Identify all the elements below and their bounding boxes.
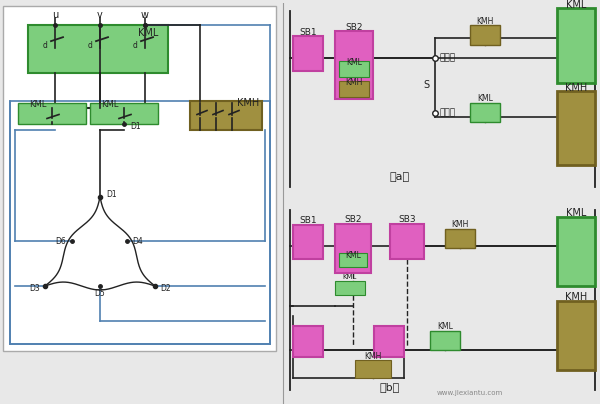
Text: SB1: SB1 xyxy=(299,28,317,37)
Text: D1: D1 xyxy=(130,122,140,131)
Text: SB2: SB2 xyxy=(345,23,363,32)
Text: KML: KML xyxy=(477,94,493,103)
Bar xyxy=(335,281,365,295)
Text: （b）: （b） xyxy=(380,382,400,392)
Bar xyxy=(10,101,270,343)
Bar xyxy=(90,103,158,124)
Bar xyxy=(293,36,323,71)
Text: KML: KML xyxy=(345,251,361,260)
Bar xyxy=(355,360,391,378)
Text: d: d xyxy=(88,40,92,50)
Bar xyxy=(557,8,595,83)
Text: KML: KML xyxy=(138,28,158,38)
Text: （a）: （a） xyxy=(390,172,410,182)
Bar xyxy=(339,81,369,97)
Bar xyxy=(374,326,404,358)
Text: KML: KML xyxy=(29,100,47,109)
Text: u: u xyxy=(52,11,58,20)
Text: KML: KML xyxy=(346,59,362,67)
Text: www.jlexiantu.com: www.jlexiantu.com xyxy=(437,390,503,396)
Text: D3: D3 xyxy=(29,284,40,292)
Text: D1: D1 xyxy=(106,190,116,199)
Bar xyxy=(28,25,168,73)
Text: v: v xyxy=(97,11,103,20)
Text: KMH: KMH xyxy=(346,78,362,87)
Bar xyxy=(557,301,595,370)
Bar xyxy=(339,61,369,77)
Bar xyxy=(557,91,595,165)
Text: w: w xyxy=(141,11,149,20)
Bar xyxy=(3,6,276,351)
Text: KMH: KMH xyxy=(565,292,587,302)
Text: KML: KML xyxy=(566,0,586,11)
Bar xyxy=(445,229,475,248)
Text: 低速挡: 低速挡 xyxy=(439,53,455,63)
Text: SB3: SB3 xyxy=(398,215,416,224)
Text: D6: D6 xyxy=(55,237,66,246)
Text: d: d xyxy=(133,40,137,50)
Text: d: d xyxy=(43,40,47,50)
Text: D4: D4 xyxy=(132,237,143,246)
Text: SB1: SB1 xyxy=(299,216,317,225)
Text: KMH: KMH xyxy=(476,17,494,26)
Text: D2: D2 xyxy=(160,284,170,292)
Bar xyxy=(293,225,323,259)
Text: SB2: SB2 xyxy=(344,215,362,224)
Text: KMH: KMH xyxy=(237,98,259,107)
Text: KML: KML xyxy=(566,208,586,218)
Text: KMH: KMH xyxy=(565,83,587,93)
Text: KMH: KMH xyxy=(451,220,469,229)
Bar xyxy=(430,330,460,350)
Bar xyxy=(335,223,371,273)
Bar xyxy=(339,253,367,267)
Bar xyxy=(470,25,500,45)
Bar xyxy=(293,326,323,358)
Text: S: S xyxy=(424,80,430,90)
Text: D5: D5 xyxy=(95,289,106,299)
Bar xyxy=(190,101,262,130)
Bar xyxy=(18,103,86,124)
Text: KMH: KMH xyxy=(364,352,382,361)
Text: 高速挡: 高速挡 xyxy=(439,108,455,117)
Text: KML: KML xyxy=(101,100,119,109)
Text: KML: KML xyxy=(437,322,453,331)
Bar xyxy=(335,31,373,99)
Bar xyxy=(557,217,595,286)
Text: KML: KML xyxy=(343,274,357,280)
Bar xyxy=(470,103,500,122)
Bar xyxy=(390,223,424,259)
